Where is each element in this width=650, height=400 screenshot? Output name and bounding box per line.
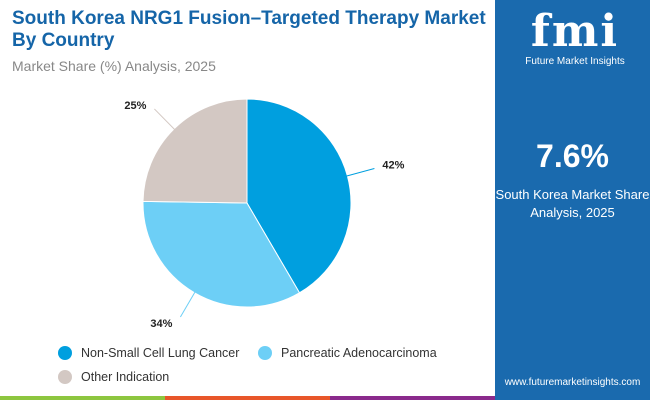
legend-swatch [58, 370, 72, 384]
legend-item-other: Other Indication [58, 370, 169, 384]
leader-line [154, 108, 178, 133]
sidebar-panel: fmi Future Market Insights 7.6% South Ko… [495, 0, 650, 400]
data-label: 42% [382, 160, 404, 172]
chart-subtitle: Market Share (%) Analysis, 2025 [12, 58, 216, 74]
pie-chart: 42% 34% 25% [124, 98, 405, 330]
stat-value: 7.6% [536, 138, 609, 174]
legend-label: Non-Small Cell Lung Cancer [81, 346, 240, 360]
legend-swatch [58, 346, 72, 360]
leader-line [179, 289, 197, 318]
slice-other [142, 98, 248, 204]
legend-item-nsclc: Non-Small Cell Lung Cancer [58, 346, 239, 360]
logo-mark: fmi [530, 6, 620, 57]
legend-label: Other Indication [81, 370, 170, 384]
website-url: www.futuremarketinsights.com [504, 377, 641, 388]
legend-label: Pancreatic Adenocarcinoma [281, 346, 437, 360]
legend-swatch [258, 346, 272, 360]
chart-title: South Korea NRG1 Fusion–Targeted Therapy… [12, 8, 486, 51]
data-label: 34% [150, 318, 172, 330]
logo-caption: Future Market Insights [525, 56, 625, 67]
legend-item-pancreatic: Pancreatic Adenocarcinoma [258, 346, 437, 360]
fmi-logo: fmi Future Market Insights [515, 6, 635, 68]
leader-line [343, 168, 375, 178]
data-label: 25% [124, 100, 146, 112]
footer-bar-purple [330, 396, 495, 400]
footer-bar-orange [165, 396, 330, 400]
footer-bar-green [0, 396, 165, 400]
stat-label: South Korea Market Share Analysis, 2025 [495, 187, 650, 220]
